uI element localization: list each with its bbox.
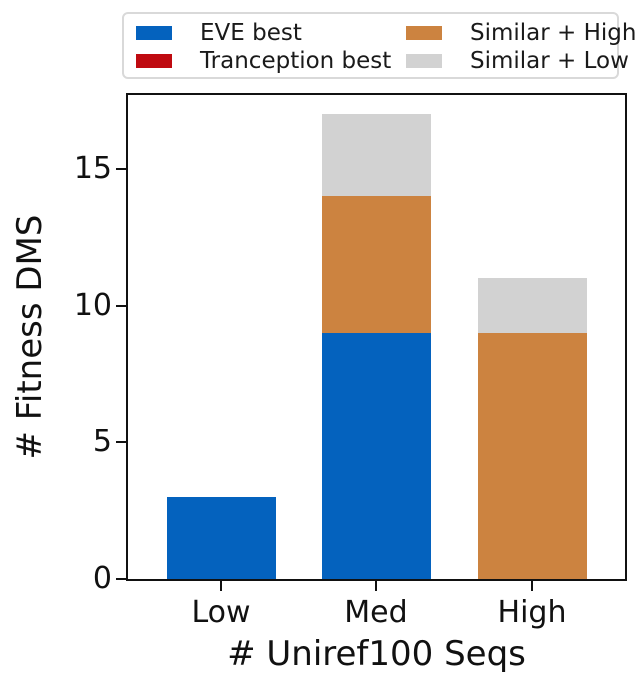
legend-item-1: Tranception best: [136, 47, 391, 75]
bar-segment-high-similar-low: [477, 278, 587, 333]
legend: EVE best Tranception best Similar + High S…: [122, 12, 636, 79]
legend-item-0: EVE best: [136, 19, 391, 47]
y-tick-mark-0: [116, 578, 126, 580]
legend-item-label: EVE best: [200, 20, 302, 46]
legend-color-swatch: [136, 54, 172, 68]
legend-color-swatch: [136, 26, 172, 40]
y-tick-mark-5: [116, 441, 126, 444]
x-tick-mark-low: [220, 581, 222, 591]
y-tick-label-15: 15: [73, 150, 112, 186]
bar-segment-med-similar-high: [321, 196, 431, 333]
y-axis-label: # Fitness DMS: [10, 214, 50, 460]
y-tick-label-0: 0: [92, 561, 112, 596]
x-tick-mark-med: [375, 581, 377, 591]
legend-item-2: Similar + High: [406, 19, 636, 47]
x-tick-label-low: Low: [191, 595, 251, 630]
bar-segment-high-similar-high: [477, 332, 587, 579]
legend-color-swatch: [406, 54, 442, 68]
legend-column-1: EVE best Tranception best: [136, 19, 391, 75]
y-tick-label-5: 5: [92, 424, 112, 460]
legend-color-swatch: [406, 26, 442, 40]
legend-item-3: Similar + Low: [406, 47, 636, 75]
bar-segment-med-similar-low: [321, 114, 431, 197]
y-tick-label-10: 10: [73, 287, 112, 323]
x-axis-label: # Uniref100 Seqs: [227, 634, 526, 674]
legend-item-label: Similar + Low: [470, 48, 629, 74]
legend-column-2: Similar + High Similar + Low: [406, 19, 636, 75]
y-tick-mark-10: [116, 304, 126, 307]
bar-segment-low-eve-best: [166, 496, 276, 579]
x-tick-mark-high: [531, 581, 533, 591]
x-tick-label-med: Med: [344, 595, 408, 630]
x-tick-label-high: High: [497, 595, 567, 630]
legend-item-label: Similar + High: [470, 20, 637, 46]
plot-area: [126, 93, 627, 581]
bar-segment-med-eve-best: [321, 332, 431, 579]
legend-item-label: Tranception best: [200, 48, 392, 74]
y-tick-mark-15: [116, 167, 126, 170]
